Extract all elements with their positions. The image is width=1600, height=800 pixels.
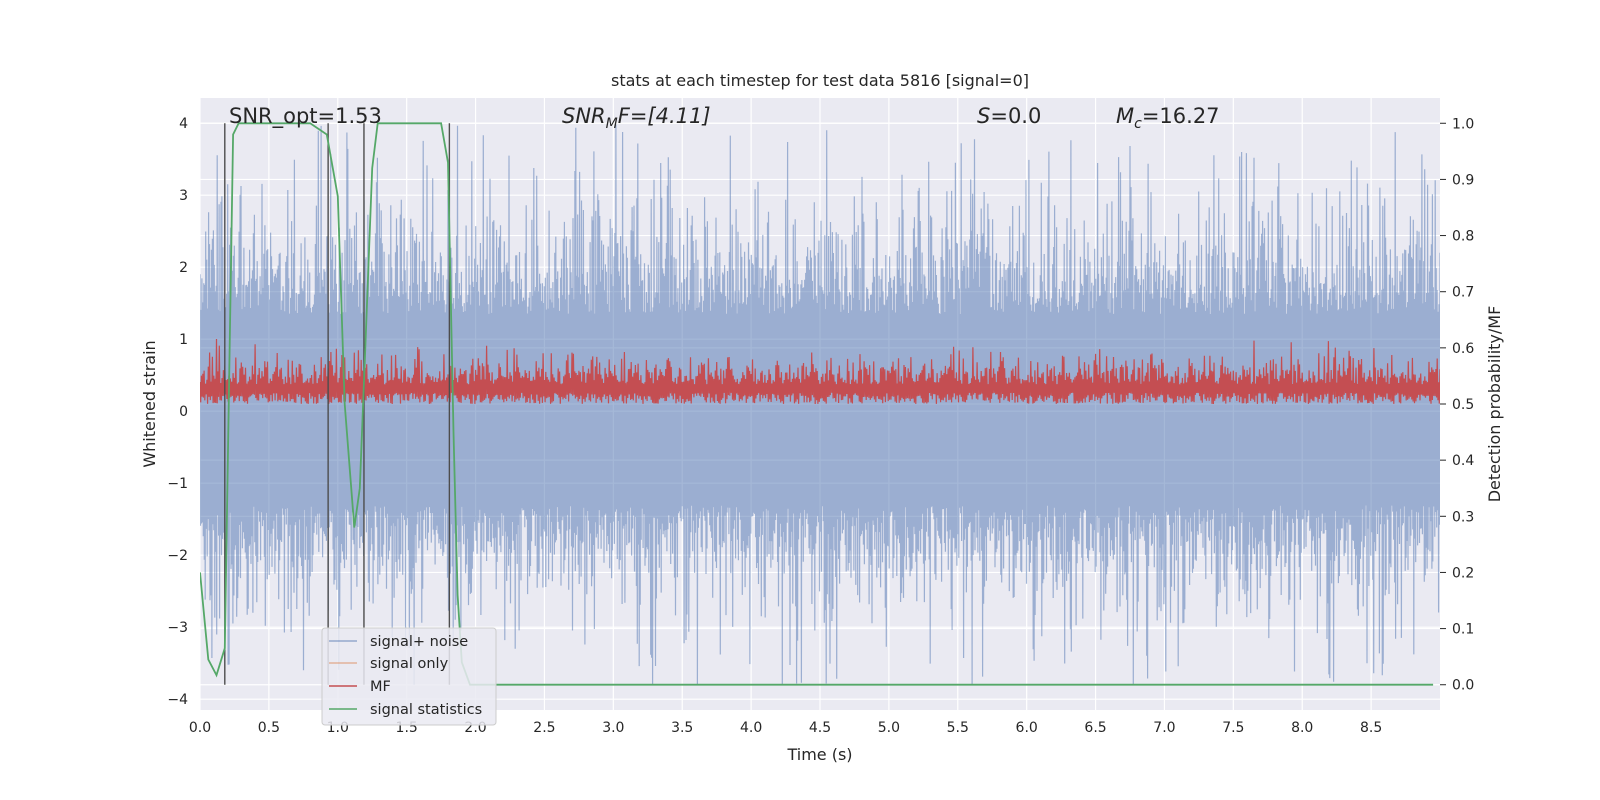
series-signal-noise xyxy=(200,124,1440,685)
right-y-tick-label: 0.7 xyxy=(1452,285,1474,301)
legend-label-signal-only: signal only xyxy=(370,656,449,672)
x-tick-label: 6.0 xyxy=(1016,720,1038,736)
x-tick-label: 0.0 xyxy=(189,720,211,736)
right-y-axis-ticks: 0.0 0.1 0.2 0.3 0.4 0.5 0.6 0.7 0.8 0.9 1.0 xyxy=(1440,116,1474,694)
chart-title: stats at each timestep for test data 581… xyxy=(611,71,1029,90)
legend-box xyxy=(321,627,497,726)
x-tick-label: 6.5 xyxy=(1084,720,1106,736)
right-y-tick-label: 0.9 xyxy=(1452,172,1474,188)
y-axis-label-right: Detection probability/MF xyxy=(1485,306,1504,503)
x-tick-label: 2.5 xyxy=(533,720,555,736)
annotation-snr-mf: SNRMF=[4.11] xyxy=(562,104,711,132)
x-tick-label: 4.5 xyxy=(809,720,831,736)
right-y-tick-label: 0.1 xyxy=(1452,622,1474,638)
left-y-tick-label: 2 xyxy=(179,260,188,276)
annotation-s: S=0.0 xyxy=(977,104,1041,128)
x-tick-label: 5.0 xyxy=(878,720,900,736)
left-y-tick-label: 3 xyxy=(179,188,188,204)
left-y-tick-label: 4 xyxy=(179,116,188,132)
left-y-axis-ticks: −4 −3 −2 −1 0 1 2 3 4 xyxy=(167,116,188,708)
left-y-tick-label: −4 xyxy=(167,692,188,708)
x-tick-label: 3.0 xyxy=(602,720,624,736)
x-tick-label: 7.5 xyxy=(1222,720,1244,736)
legend-label-signal-statistics: signal statistics xyxy=(370,702,482,718)
series-mf xyxy=(200,338,1440,405)
right-y-tick-label: 0.6 xyxy=(1452,341,1474,357)
x-tick-label: 4.0 xyxy=(740,720,762,736)
left-y-tick-label: −3 xyxy=(167,620,188,636)
series-signal-statistics xyxy=(200,122,1434,686)
annotation-snr-opt: SNR_opt=1.53 xyxy=(229,104,382,129)
right-y-tick-label: 0.8 xyxy=(1452,229,1474,245)
x-axis-label: Time (s) xyxy=(786,745,852,764)
x-tick-label: 8.5 xyxy=(1360,720,1382,736)
x-tick-label: 0.5 xyxy=(258,720,280,736)
x-axis-ticks: 0.0 0.5 1.0 1.5 2.0 2.5 3.0 3.5 4.0 4.5 5.0 5.5 6.0 6… xyxy=(189,720,1382,736)
x-tick-label: 8.0 xyxy=(1291,720,1313,736)
x-tick-label: 7.0 xyxy=(1153,720,1175,736)
left-y-tick-label: 1 xyxy=(179,332,188,348)
annotation-mc: Mc=16.27 xyxy=(1116,104,1220,132)
right-y-tick-label: 0.4 xyxy=(1452,453,1474,469)
y-axis-label-left: Whitened strain xyxy=(140,340,159,467)
x-tick-label: 5.5 xyxy=(947,720,969,736)
right-y-tick-label: 1.0 xyxy=(1452,116,1474,132)
right-y-tick-label: 0.2 xyxy=(1452,565,1474,581)
right-y-tick-label: 0.5 xyxy=(1452,397,1474,413)
x-tick-label: 3.5 xyxy=(671,720,693,736)
right-y-tick-label: 0.3 xyxy=(1452,509,1474,525)
right-y-tick-label: 0.0 xyxy=(1452,678,1474,694)
left-y-tick-label: −2 xyxy=(167,548,188,564)
left-y-tick-label: 0 xyxy=(179,404,188,420)
legend: signal+ noise signal only MF signal stat… xyxy=(321,627,497,726)
legend-label-signal-noise: signal+ noise xyxy=(370,634,468,650)
legend-label-mf: MF xyxy=(370,679,391,695)
left-y-tick-label: −1 xyxy=(167,476,188,492)
